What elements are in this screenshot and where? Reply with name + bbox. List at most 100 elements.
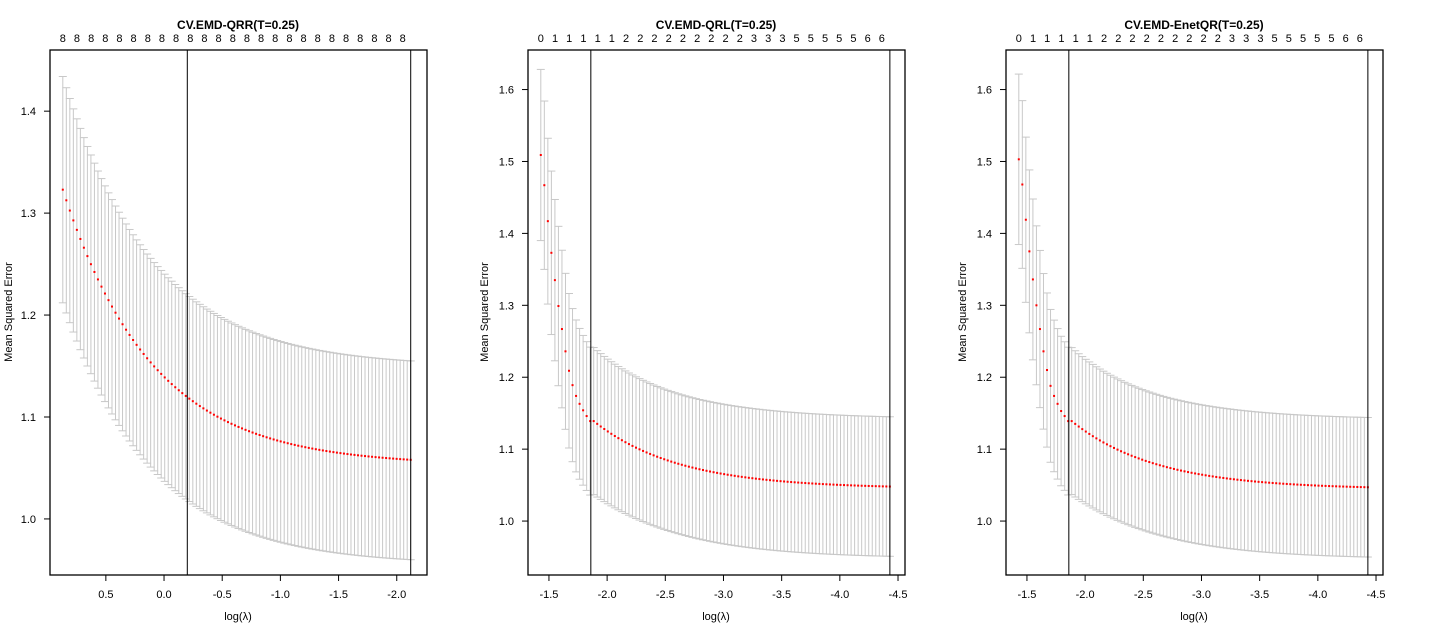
- x-tick-label: -2.0: [387, 589, 406, 601]
- mean-points: [1017, 158, 1369, 489]
- top-axis-label: 5: [1300, 33, 1306, 45]
- x-axis-label: log(λ): [224, 611, 252, 623]
- x-tick-label: -2.5: [656, 589, 675, 601]
- y-tick-label: 1.3: [21, 208, 36, 220]
- top-axis-label: 5: [808, 33, 814, 45]
- top-axis-label: 6: [879, 33, 885, 45]
- top-axis-label: 8: [187, 33, 193, 45]
- top-axis-label: 8: [343, 33, 349, 45]
- top-axis-label: 5: [794, 33, 800, 45]
- top-axis-label: 8: [116, 33, 122, 45]
- top-axis-label: 2: [1186, 33, 1192, 45]
- top-axis-label: 8: [286, 33, 292, 45]
- top-axis-label: 2: [1129, 33, 1135, 45]
- top-axis-label: 1: [1073, 33, 1079, 45]
- y-axis-label: Mean Squared Error: [3, 262, 15, 362]
- top-axis-label: 8: [258, 33, 264, 45]
- top-axis-label: 2: [1115, 33, 1121, 45]
- top-axis-label: 2: [666, 33, 672, 45]
- y-tick-label: 1.0: [977, 516, 992, 528]
- y-tick-label: 1.3: [499, 300, 514, 312]
- panel-title: CV.EMD-QRR(T=0.25): [177, 18, 299, 32]
- top-axis-label: 2: [1200, 33, 1206, 45]
- y-tick-label: 1.1: [499, 444, 514, 456]
- x-tick-label: -3.0: [1192, 589, 1211, 601]
- top-axis-label: 8: [357, 33, 363, 45]
- top-axis-label: 2: [680, 33, 686, 45]
- x-tick-label: -4.0: [830, 589, 849, 601]
- top-axis-label: 5: [1286, 33, 1292, 45]
- top-axis-label: 8: [102, 33, 108, 45]
- x-tick-label: -2.0: [598, 589, 617, 601]
- top-axis-label: 1: [566, 33, 572, 45]
- top-axis-label: 5: [1314, 33, 1320, 45]
- top-axis-label: 8: [88, 33, 94, 45]
- top-axis-label: 3: [1257, 33, 1263, 45]
- x-axis-label: log(λ): [702, 611, 730, 623]
- x-tick-label: -3.5: [772, 589, 791, 601]
- x-tick-label: -4.5: [889, 589, 908, 601]
- mean-points: [539, 154, 891, 488]
- plot-frame: [1005, 49, 1384, 576]
- x-tick-label: -3.5: [1250, 589, 1269, 601]
- mean-points: [61, 188, 412, 461]
- top-axis-label: 2: [1101, 33, 1107, 45]
- x-tick-label: -4.5: [1367, 589, 1386, 601]
- top-axis-label: 8: [400, 33, 406, 45]
- top-axis-label: 2: [651, 33, 657, 45]
- panel-enetqr: CV.EMD-EnetQR(T=0.25) log(λ) Mean Square…: [957, 18, 1386, 623]
- top-axis-label: 2: [708, 33, 714, 45]
- top-axis-label: 2: [1144, 33, 1150, 45]
- x-tick-label: -4.0: [1308, 589, 1327, 601]
- x-axis-label: log(λ): [1180, 611, 1208, 623]
- x-tick-label: -3.0: [714, 589, 733, 601]
- top-axis-label: 5: [1328, 33, 1334, 45]
- top-axis-label: 2: [722, 33, 728, 45]
- top-axis-label: 8: [216, 33, 222, 45]
- y-tick-label: 1.2: [21, 310, 36, 322]
- top-axis-label: 1: [1058, 33, 1064, 45]
- top-axis-label: 6: [1357, 33, 1363, 45]
- top-axis-label: 1: [1044, 33, 1050, 45]
- top-axis-label: 2: [737, 33, 743, 45]
- top-axis-label: 8: [272, 33, 278, 45]
- x-tick-label: 0.0: [156, 589, 171, 601]
- plot-frame: [527, 49, 906, 576]
- y-tick-label: 1.4: [21, 106, 36, 118]
- top-axis-label: 8: [371, 33, 377, 45]
- top-axis-label: 3: [779, 33, 785, 45]
- top-axis-label: 8: [131, 33, 137, 45]
- panel-qrr: CV.EMD-QRR(T=0.25) log(λ) Mean Squared E…: [3, 18, 428, 623]
- panel-title: CV.EMD-QRL(T=0.25): [656, 18, 777, 32]
- y-tick-label: 1.3: [977, 300, 992, 312]
- top-axis-label: 8: [315, 33, 321, 45]
- top-axis-label: 2: [1215, 33, 1221, 45]
- top-axis-label: 8: [329, 33, 335, 45]
- error-bars: [58, 76, 415, 561]
- y-tick-label: 1.0: [499, 516, 514, 528]
- top-axis-label: 6: [865, 33, 871, 45]
- top-axis-label: 5: [822, 33, 828, 45]
- panel-title: CV.EMD-EnetQR(T=0.25): [1124, 18, 1263, 32]
- top-axis-label: 1: [552, 33, 558, 45]
- top-axis-label: 8: [159, 33, 165, 45]
- y-tick-label: 1.6: [977, 85, 992, 97]
- top-axis-label: 1: [1087, 33, 1093, 45]
- top-axis-label: 5: [850, 33, 856, 45]
- y-axis-label: Mean Squared Error: [957, 262, 969, 362]
- top-axis-label: 0: [1016, 33, 1022, 45]
- y-tick-label: 1.5: [499, 156, 514, 168]
- x-tick-label: -1.5: [1017, 589, 1036, 601]
- top-axis-label: 8: [301, 33, 307, 45]
- panel-qrl: CV.EMD-QRL(T=0.25) log(λ) Mean Squared E…: [479, 18, 908, 623]
- top-axis-label: 1: [1030, 33, 1036, 45]
- top-axis-label: 2: [1172, 33, 1178, 45]
- top-axis-label: 5: [1272, 33, 1278, 45]
- top-axis-label: 8: [385, 33, 391, 45]
- top-axis-label: 8: [145, 33, 151, 45]
- x-tick-label: -1.5: [329, 589, 348, 601]
- top-axis-label: 8: [173, 33, 179, 45]
- top-axis-label: 6: [1343, 33, 1349, 45]
- top-axis-label: 8: [60, 33, 66, 45]
